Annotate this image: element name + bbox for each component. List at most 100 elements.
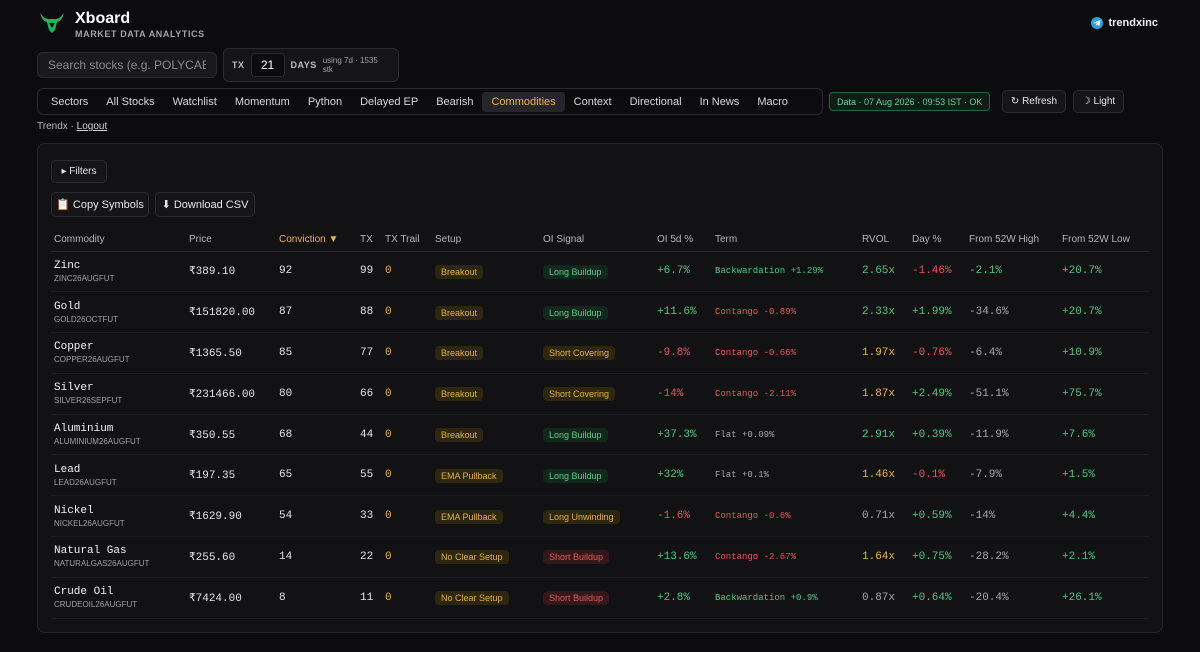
rvol-cell: 2.91x <box>859 414 909 456</box>
from-52w-low-cell: +26.1% <box>1059 577 1149 619</box>
telegram-link[interactable]: trendxinc <box>1091 17 1158 29</box>
col-setup[interactable]: Setup <box>432 229 540 252</box>
logout-link[interactable]: Logout <box>76 121 108 132</box>
tx-days-control: TX DAYS using 7d · 1535 stk <box>223 48 399 82</box>
setup-badge: Breakout <box>435 428 484 443</box>
from-52w-high-cell: -2.1% <box>966 251 1059 293</box>
tab-directional[interactable]: Directional <box>629 95 682 108</box>
oi-signal-cell: Short Covering <box>540 373 654 415</box>
tab-in-news[interactable]: In News <box>699 95 740 108</box>
setup-badge: Breakout <box>435 387 484 402</box>
tab-delayed-ep[interactable]: Delayed EP <box>360 95 419 108</box>
username: Trendx · <box>37 121 77 132</box>
col-rvol[interactable]: RVOL <box>859 229 909 252</box>
col-commodity[interactable]: Commodity <box>51 229 186 252</box>
tab-commodities[interactable]: Commodities <box>482 91 565 112</box>
col-term[interactable]: Term <box>712 229 859 252</box>
tx-trail-cell: 0 <box>382 414 432 456</box>
refresh-button[interactable]: ↻ Refresh <box>1002 90 1066 113</box>
table-row[interactable]: Copper COPPER26AUGFUT ₹1365.50 85 77 0 Br… <box>51 332 1149 374</box>
oi-signal-cell: Long Buildup <box>540 291 654 334</box>
commodity-symbol: CRUDEOIL26AUGFUT <box>54 600 138 610</box>
col-price[interactable]: Price <box>186 229 276 252</box>
table-row[interactable]: Gold GOLD26OCTFUT ₹151820.00 87 88 0 Brea… <box>51 291 1149 334</box>
table-row[interactable]: Lead LEAD26AUGFUT ₹197.35 65 55 0 EMA Pul… <box>51 454 1149 497</box>
tx-trail-cell: 0 <box>382 332 432 374</box>
tab-watchlist[interactable]: Watchlist <box>172 95 217 108</box>
col-52w-high[interactable]: From 52W High <box>966 229 1059 252</box>
col-tx[interactable]: TX <box>357 229 382 252</box>
from-52w-low-cell: +1.5% <box>1059 454 1149 497</box>
from-52w-high-cell: -20.4% <box>966 577 1059 619</box>
col-conviction[interactable]: Conviction ▼ <box>276 229 357 252</box>
day-change-cell: -1.46% <box>909 251 966 293</box>
tx-days-input[interactable] <box>250 53 285 77</box>
tab-sectors[interactable]: Sectors <box>51 95 89 108</box>
table-row[interactable]: Aluminium ALUMINIUM26AUGFUT ₹350.55 68 44… <box>51 414 1149 456</box>
oi-5d-cell: -1.6% <box>654 495 712 538</box>
setup-cell: EMA Pullback <box>432 495 540 538</box>
tab-macro[interactable]: Macro <box>757 95 788 108</box>
setup-cell: Breakout <box>432 291 540 334</box>
col-oi-5d[interactable]: OI 5d % <box>654 229 712 252</box>
rvol-cell: 2.65x <box>859 251 909 293</box>
from-52w-high-cell: -34.6% <box>966 291 1059 334</box>
table-row[interactable]: Natural Gas NATURALGAS26AUGFUT ₹255.60 14… <box>51 536 1149 578</box>
theme-toggle-button[interactable]: ☽ Light <box>1073 90 1124 113</box>
commodities-table: Commodity Price Conviction ▼ TX TX Trail… <box>51 229 1149 619</box>
tx-trail-cell: 0 <box>382 495 432 538</box>
oi-signal-badge: Short Buildup <box>543 550 610 565</box>
tab-python[interactable]: Python <box>307 95 343 108</box>
term-cell: Contango -0.89% <box>712 291 859 334</box>
oi-5d-cell: +37.3% <box>654 414 712 456</box>
oi-5d-cell: +32% <box>654 454 712 497</box>
term-cell: Contango -2.67% <box>712 536 859 578</box>
col-oi-signal[interactable]: OI Signal <box>540 229 654 252</box>
table-row[interactable]: Crude Oil CRUDEOIL26AUGFUT ₹7424.00 8 11 … <box>51 577 1149 619</box>
price-cell: ₹231466.00 <box>186 373 276 415</box>
rvol-cell: 1.64x <box>859 536 909 578</box>
tx-cell: 55 <box>357 454 382 497</box>
from-52w-low-cell: +4.4% <box>1059 495 1149 538</box>
table-row[interactable]: Zinc ZINC26AUGFUT ₹389.10 92 99 0 Breakou… <box>51 251 1149 293</box>
col-tx-trail[interactable]: TX Trail <box>382 229 432 252</box>
price-cell: ₹1365.50 <box>186 332 276 374</box>
from-52w-low-cell: +2.1% <box>1059 536 1149 578</box>
day-change-cell: +2.49% <box>909 373 966 415</box>
tx-cell: 66 <box>357 373 382 415</box>
col-day[interactable]: Day % <box>909 229 966 252</box>
table-row[interactable]: Nickel NICKEL26AUGFUT ₹1629.90 54 33 0 EM… <box>51 495 1149 538</box>
commodity-symbol: NICKEL26AUGFUT <box>54 518 125 528</box>
oi-5d-cell: -9.8% <box>654 332 712 374</box>
tab-momentum[interactable]: Momentum <box>234 95 290 108</box>
setup-badge: EMA Pullback <box>435 509 503 524</box>
filters-toggle[interactable]: ▸ Filters <box>51 160 107 183</box>
download-csv-button[interactable]: ⬇ Download CSV <box>155 192 255 217</box>
tab-context[interactable]: Context <box>573 95 612 108</box>
commodity-name: Zinc <box>54 259 81 272</box>
tab-bearish[interactable]: Bearish <box>436 95 474 108</box>
conviction-cell: 14 <box>276 536 357 578</box>
setup-cell: No Clear Setup <box>432 577 540 619</box>
tx-cell: 22 <box>357 536 382 578</box>
term-cell: Flat +0.1% <box>712 454 859 497</box>
table-row[interactable]: Silver SILVER26SEPFUT ₹231466.00 80 66 0 … <box>51 373 1149 415</box>
setup-cell: Breakout <box>432 332 540 374</box>
price-cell: ₹350.55 <box>186 414 276 456</box>
setup-cell: Breakout <box>432 414 540 456</box>
copy-symbols-button[interactable]: 📋 Copy Symbols <box>51 192 149 217</box>
price-cell: ₹7424.00 <box>186 577 276 619</box>
tab-all-stocks[interactable]: All Stocks <box>106 95 155 108</box>
tx-note: using 7d · 1535 stk <box>322 56 378 74</box>
col-52w-low[interactable]: From 52W Low <box>1059 229 1149 252</box>
rvol-cell: 2.33x <box>859 291 909 334</box>
from-52w-low-cell: +7.6% <box>1059 414 1149 456</box>
oi-5d-cell: +11.6% <box>654 291 712 334</box>
commodity-name: Crude Oil <box>54 586 114 599</box>
setup-badge: Breakout <box>435 305 484 320</box>
from-52w-low-cell: +10.9% <box>1059 332 1149 374</box>
commodity-name: Lead <box>54 463 81 476</box>
commodity-cell: Zinc ZINC26AUGFUT <box>51 251 186 293</box>
search-input[interactable] <box>37 52 217 78</box>
day-change-cell: -0.76% <box>909 332 966 374</box>
